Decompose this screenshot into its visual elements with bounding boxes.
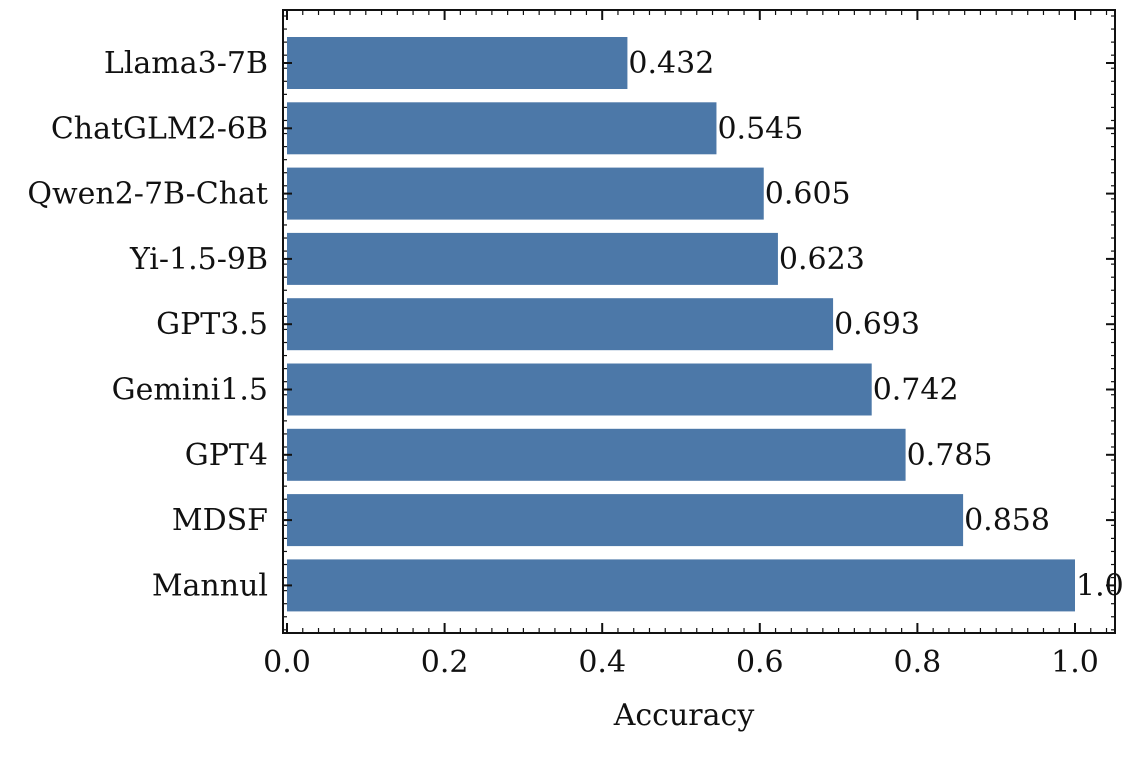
category-label: Gemini1.5 [112,373,268,408]
value-label: 0.693 [834,307,920,342]
category-labels-group: Llama3-7B ChatGLM2-6B Qwen2-7B-Chat Yi-1.5-… [27,46,268,603]
bar [287,363,872,416]
bar [287,494,964,547]
value-label: 0.742 [873,373,959,408]
value-label: 0.785 [907,438,993,473]
bar [287,559,1075,612]
category-label: Yi-1.5-9B [129,242,268,277]
ticks-group: 0.0 0.2 0.4 0.6 0.8 1.0 [263,10,1115,680]
bar [287,102,717,155]
category-label: GPT3.5 [156,307,268,342]
category-label: Mannul [152,568,268,603]
plot-frame [282,9,1116,634]
value-label: 0.858 [964,503,1050,538]
bars-group [287,37,1075,612]
bar [287,298,834,351]
x-tick-label: 1.0 [1051,645,1099,680]
x-tick-label: 0.2 [421,645,469,680]
category-label: Llama3-7B [104,46,268,81]
bar [287,37,628,89]
x-axis-title: Accuracy [613,698,755,733]
value-label: 0.623 [779,242,865,277]
x-tick-label: 0.6 [736,645,784,680]
category-label: GPT4 [185,438,268,473]
value-label: 1.0 [1076,568,1124,603]
bar [287,232,778,285]
value-label: 0.605 [765,177,851,212]
bar [287,428,906,481]
value-label: 0.545 [717,111,803,146]
category-label: Qwen2-7B-Chat [27,177,268,212]
category-label: ChatGLM2-6B [51,111,268,146]
x-tick-label: 0.0 [263,645,311,680]
bar [287,167,764,220]
category-label: MDSF [172,503,268,538]
x-tick-label: 0.4 [578,645,626,680]
value-label: 0.432 [628,46,714,81]
x-tick-label: 0.8 [894,645,942,680]
